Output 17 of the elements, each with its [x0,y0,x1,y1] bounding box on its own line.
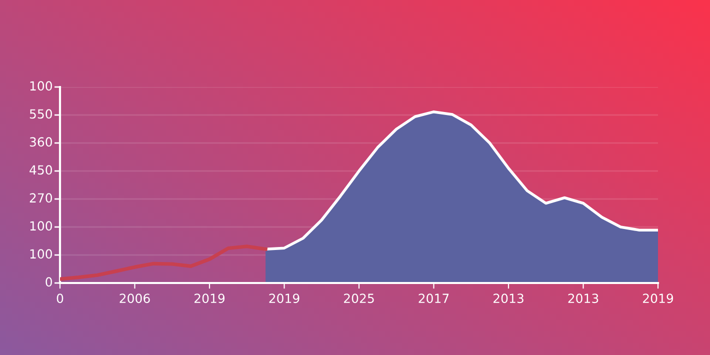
text: 360 [30,137,52,147]
x-tick-label: 2013 [494,294,524,304]
x-tick-label: 2013 [568,294,598,304]
text: 100 [30,81,52,91]
text: 450 [30,165,52,175]
text: 100 [30,249,52,259]
text: 100 [30,221,52,231]
x-tick-label: 2025 [344,294,374,304]
x-tick-label: 2019 [194,294,225,304]
x-tick-label: 2019 [643,294,674,304]
text: 550 [30,109,52,119]
x-tick-label: 2006 [120,294,150,304]
x-tick-label: 2017 [418,294,449,304]
x-tick-label: 0 [56,294,64,304]
x-tick-label: 2019 [269,294,300,304]
text: 0 [46,277,52,287]
text: 270 [30,193,52,203]
